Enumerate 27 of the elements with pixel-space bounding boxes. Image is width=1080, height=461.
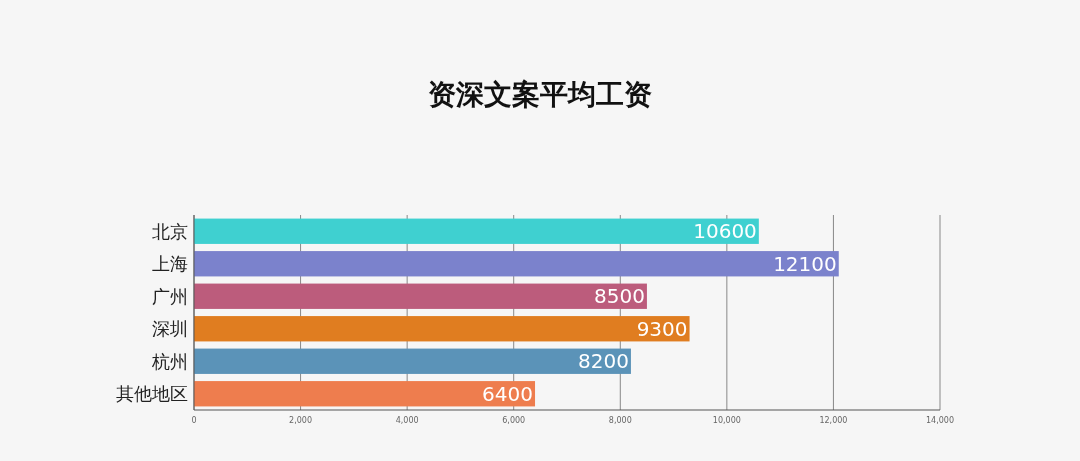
bar [194, 381, 536, 407]
bar [194, 218, 759, 244]
x-tick-label: 6,000 [502, 416, 526, 425]
x-tick-label: 10,000 [712, 416, 741, 425]
x-tick-label: 8,000 [608, 416, 632, 425]
data-label: 6400 [482, 381, 534, 406]
y-tick-label: 深圳 [152, 318, 188, 340]
data-label: 10600 [693, 219, 757, 244]
x-tick-label: 12,000 [819, 416, 848, 425]
x-tick-label: 2,000 [289, 416, 313, 425]
x-tick-label: 14,000 [926, 416, 954, 425]
data-label: 9300 [636, 316, 688, 341]
x-tick-label: 0 [191, 416, 197, 425]
x-tick-label: 4,000 [395, 416, 419, 425]
y-tick-label: 北京 [152, 220, 188, 242]
chart-title: 资深文案平均工资 [428, 78, 652, 111]
bar [194, 283, 647, 309]
bar [194, 251, 839, 277]
bar [194, 348, 631, 374]
data-label: 12100 [773, 251, 837, 276]
data-label: 8500 [594, 284, 645, 309]
y-tick-label: 上海 [152, 253, 188, 275]
data-label: 8200 [578, 349, 629, 374]
y-tick-label: 广州 [152, 285, 188, 307]
y-tick-label: 杭州 [151, 350, 188, 372]
bar [194, 316, 690, 342]
y-tick-label: 其他地区 [116, 383, 188, 405]
